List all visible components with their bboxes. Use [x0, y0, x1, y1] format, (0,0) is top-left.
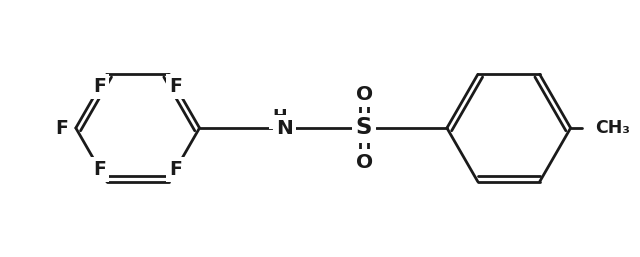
Text: F: F: [56, 118, 68, 137]
Text: F: F: [93, 160, 106, 179]
Text: F: F: [169, 160, 182, 179]
Text: N: N: [276, 118, 292, 137]
Text: O: O: [356, 85, 372, 104]
Text: F: F: [93, 77, 106, 96]
Text: H: H: [272, 108, 287, 126]
Text: F: F: [169, 77, 182, 96]
Text: CH₃: CH₃: [596, 119, 630, 137]
Text: S: S: [356, 116, 372, 140]
Text: O: O: [356, 152, 372, 171]
